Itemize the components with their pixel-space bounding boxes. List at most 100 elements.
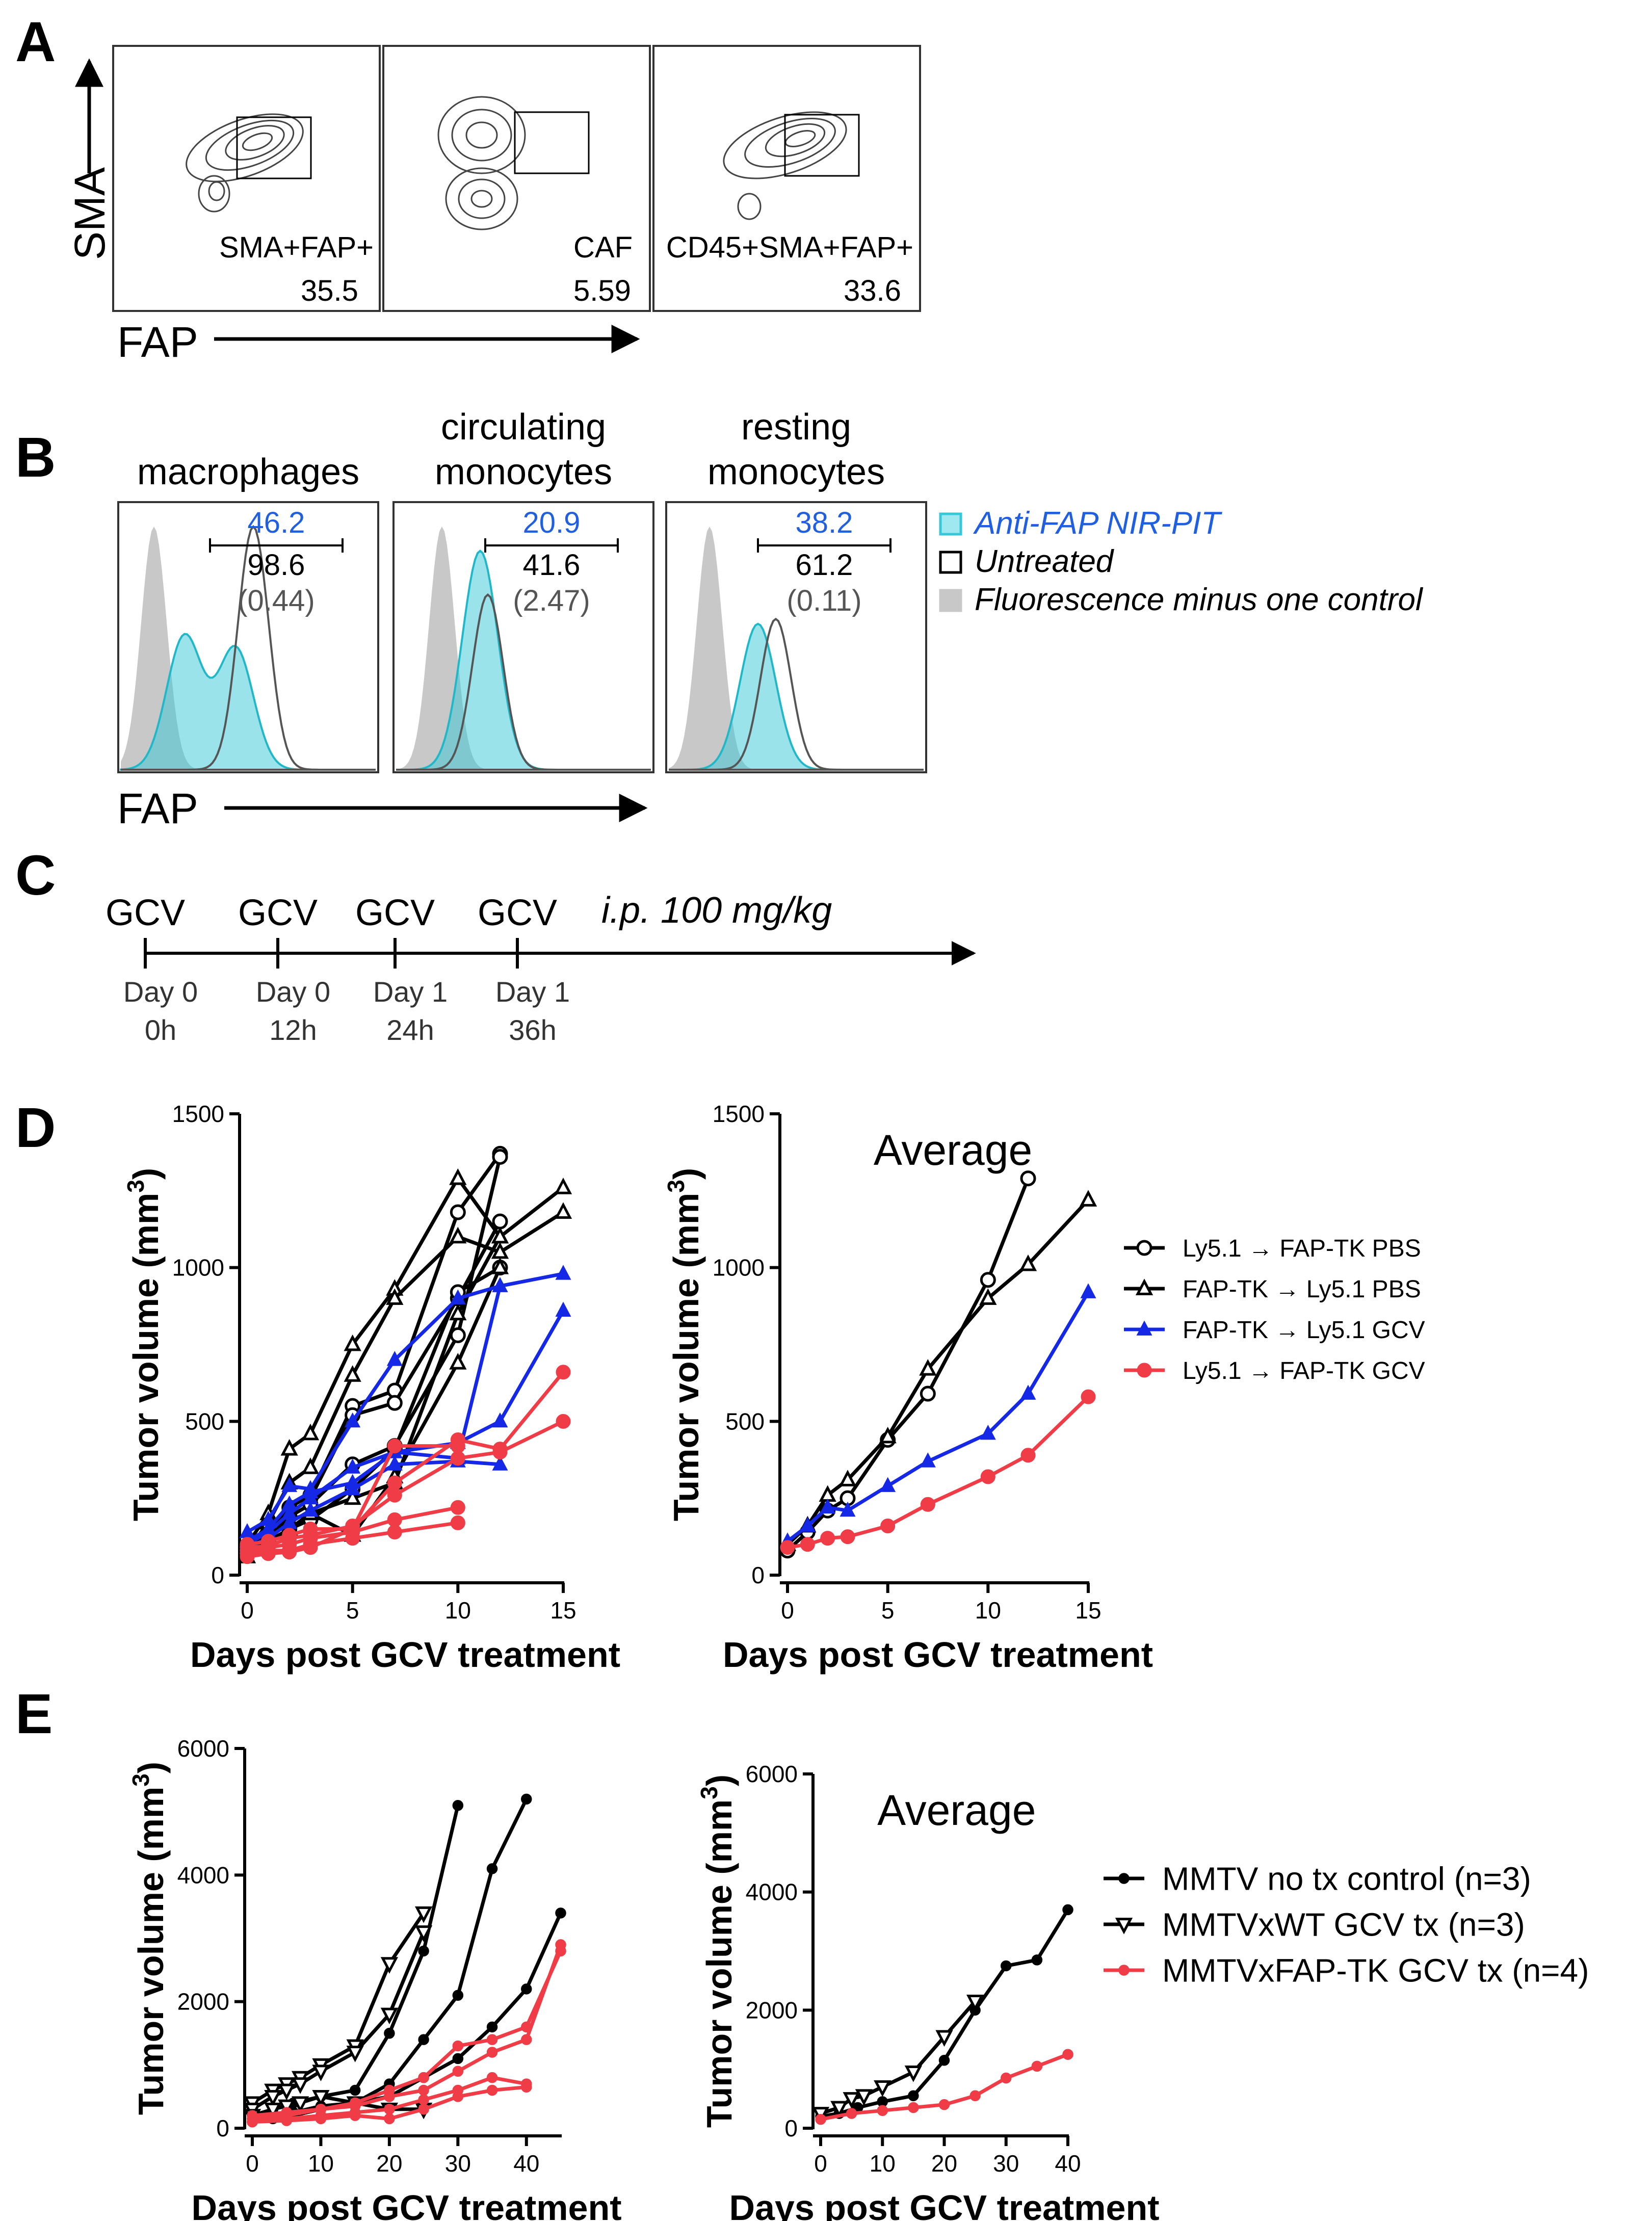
histogram-title-line2: macrophages [137,452,359,492]
untreated-histogram [669,617,924,771]
dose-drug: GCV [478,893,557,933]
y-tick-label: 0 [784,2115,798,2141]
fmo-value: (2.47) [513,584,590,617]
data-point [846,2108,857,2119]
dose-drug: GCV [238,893,318,933]
series-path [252,1944,563,2121]
data-point [452,2040,464,2052]
data-point [1135,1278,1153,1295]
data-point [555,1939,566,1950]
data-point [344,1334,361,1351]
histogram-title-line1: resting [741,407,851,448]
panel-label-b: B [15,426,56,489]
untreated-value: 41.6 [523,548,581,582]
data-point [345,1458,361,1474]
data-point [349,2110,361,2121]
contour-plot [437,96,526,230]
y-tick-label: 4000 [177,1862,229,1888]
x-tick-label: 20 [376,2150,402,2177]
series-line [779,1283,1096,1548]
data-point [843,2092,860,2109]
data-point [908,2102,919,2113]
contour-plot [186,113,304,213]
data-point [302,1501,319,1517]
data-point [799,1517,816,1532]
data-point [452,2066,464,2077]
data-point [386,1288,404,1305]
data-point [450,1500,465,1515]
data-point [938,2055,950,2066]
data-point [291,2077,309,2094]
data-point [521,2081,532,2093]
data-point [521,1793,532,1805]
data-point [966,1995,984,2011]
data-point [1062,2049,1073,2060]
data-point [449,1226,467,1244]
data-point [904,2066,923,2082]
x-tick-label: 0 [814,2150,827,2177]
data-point [312,2065,330,2081]
data-point [301,1423,320,1441]
y-tick-label: 500 [185,1408,224,1434]
histogram-plot-1: 46.2 98.6(0.44) macrophages [117,452,379,773]
data-point [1080,1283,1096,1298]
gate-box [236,116,312,179]
data-point [1062,1904,1073,1916]
data-point [879,1426,897,1444]
gate-value: 35.5 [301,274,358,307]
panel-label-d: D [15,1096,56,1159]
data-point [264,2090,282,2107]
x-tick-label: 10 [975,1597,1001,1624]
series-line [238,1168,572,1551]
legend-label: FAP-TK → Ly5.1 GCV [1183,1317,1425,1344]
x-tick-label: 20 [931,2150,957,2177]
legend-d: Ly5.1 → FAP-TK PBS FAP-TK → Ly5.1 PBS FAP-… [1124,1235,1425,1384]
y-axis-title: Tumor volume (mm3) [122,1168,166,1521]
data-point [492,1277,508,1292]
data-point [380,1957,399,1974]
data-point [449,1303,467,1321]
data-point [282,1545,297,1560]
fmo-value: (0.44) [238,584,315,617]
data-point [554,1202,572,1219]
anti-fap-value: 46.2 [248,506,305,539]
y-tick-label: 1500 [713,1101,765,1127]
series-line [243,1906,433,2113]
series-line [240,1439,465,1564]
legend-untreated: Untreated [975,544,1115,579]
data-point [1001,2072,1012,2084]
data-point [840,1501,856,1517]
series-path [246,1272,564,1534]
data-point [1031,1954,1043,1966]
legend-anti-fap: Anti-FAP NIR-PIT [973,506,1222,541]
panel-label-c: C [15,844,56,907]
x-tick-label: 5 [346,1597,359,1624]
series-path [820,1909,1069,2119]
data-point [920,1386,936,1402]
histogram-title-line2: monocytes [707,452,885,492]
data-point [349,2084,361,2096]
gate-name: SMA+FAP+ [219,231,374,264]
untreated-histogram [396,593,651,771]
fmo-histogram [121,527,376,770]
data-point [840,1529,855,1545]
y-tick-label: 2000 [746,1997,798,2023]
data-point [486,2084,498,2096]
data-point [344,1488,361,1505]
legend-swatch-untreated [939,551,962,574]
y-tick-label: 6000 [177,1735,229,1762]
data-point [418,2104,429,2115]
y-tick-label: 0 [211,1562,224,1588]
y-tick-label: 0 [751,1562,765,1588]
gate-name: CD45+SMA+FAP+ [666,231,913,264]
data-point [387,1525,402,1540]
x-tick-label: 40 [1055,2150,1081,2177]
histogram-title-line2: monocytes [435,452,612,492]
data-point [450,1204,466,1220]
data-point [556,1365,571,1380]
series-path [787,1395,1090,1550]
data-point [1081,1389,1096,1404]
x-tick-label: 10 [445,1597,471,1624]
data-point [492,1455,508,1471]
